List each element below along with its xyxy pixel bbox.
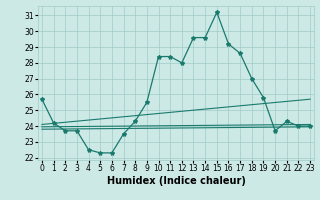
X-axis label: Humidex (Indice chaleur): Humidex (Indice chaleur) — [107, 176, 245, 186]
